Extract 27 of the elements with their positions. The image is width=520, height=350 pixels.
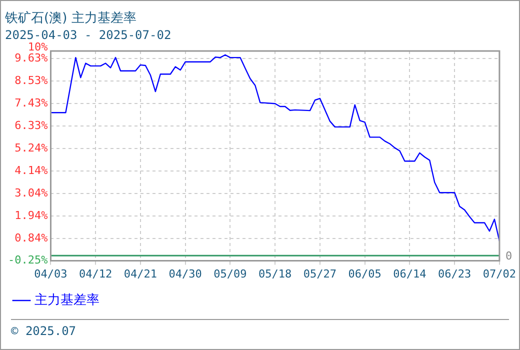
y-tick-label: 0.84% xyxy=(14,231,48,244)
y-tick-label: 3.04% xyxy=(14,186,48,200)
chart-subtitle: 2025-04-03 - 2025-07-02 xyxy=(5,28,172,42)
y-tick-label: -0.25% xyxy=(8,254,48,267)
y-tick-label: 1.94% xyxy=(14,208,48,222)
text: © 2025.07 xyxy=(11,319,509,338)
x-tick-label: 04/21 xyxy=(124,267,158,280)
x-tick-label: 05/18 xyxy=(258,267,292,280)
x-tick-label: 05/27 xyxy=(303,267,337,280)
ref-line-label: 0 xyxy=(505,250,512,263)
legend-label: 主力基差率 xyxy=(34,292,100,308)
x-tick-label: 06/14 xyxy=(393,267,427,280)
x-tick-label: 04/03 xyxy=(34,267,68,280)
y-tick-label: 7.43% xyxy=(14,96,48,110)
x-tick-label: 06/23 xyxy=(438,267,472,280)
y-tick-label: 6.33% xyxy=(14,118,48,132)
x-tick-label: 04/30 xyxy=(168,267,202,280)
y-tick-label: 5.24% xyxy=(14,141,48,154)
y-tick-label: 10% xyxy=(28,40,48,54)
x-tick-label: 05/09 xyxy=(214,267,247,280)
y-tick-label: 4.14% xyxy=(14,164,48,177)
chart-title: 铁矿石(澳) 主力基差率 xyxy=(4,10,136,26)
x-tick-label: 06/05 xyxy=(348,267,382,280)
x-tick-label: 04/12 xyxy=(79,267,112,280)
y-tick-label: 8.53% xyxy=(14,74,48,87)
y-tick-label: 9.63% xyxy=(14,51,48,64)
x-tick-label: 07/02 xyxy=(482,267,516,280)
